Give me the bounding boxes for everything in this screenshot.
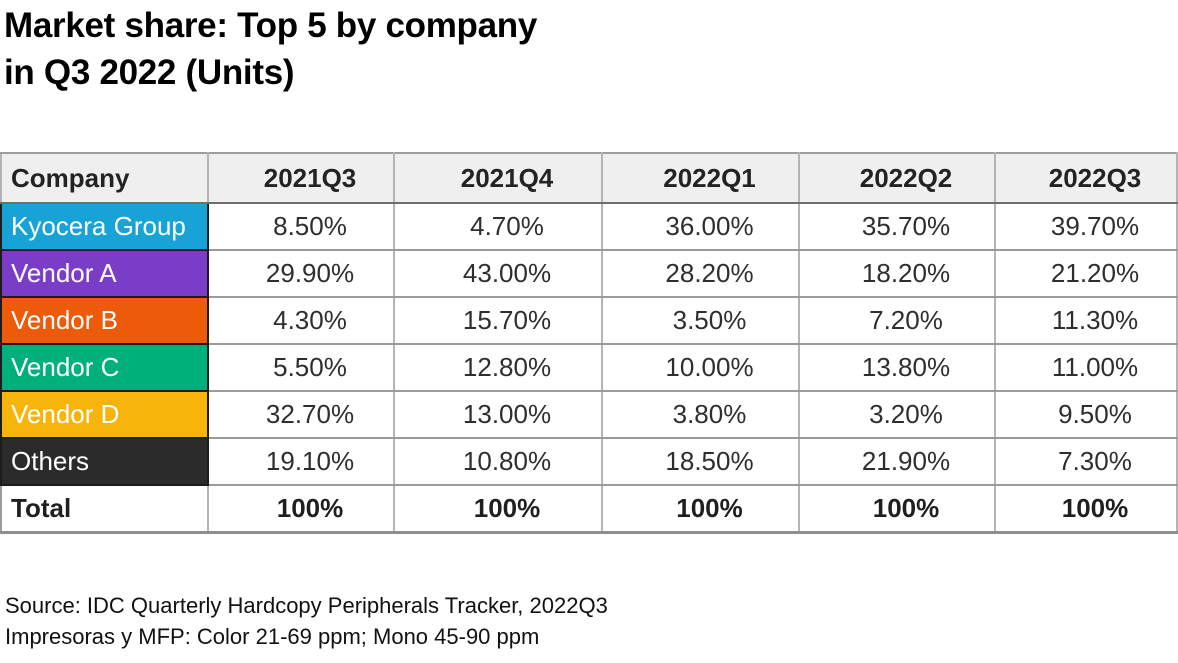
value-cell: 3.80% [601,390,800,439]
value-cell: 4.70% [393,202,603,251]
vendor-chip: Others [0,437,209,486]
column-header-2021q4: 2021Q4 [393,152,603,204]
column-header-2021q3: 2021Q3 [207,152,395,204]
vendor-row-3: Vendor C 5.50% 12.80% 10.00% 13.80% 11.00% [0,343,1178,392]
market-share-table: Company 2021Q3 2021Q4 2022Q1 2022Q2 2022Q3 Ky… [0,152,1178,534]
value-cell: 43.00% [393,249,603,298]
value-cell: 3.20% [798,390,996,439]
value-cell: 19.10% [207,437,395,486]
vendor-chip: Kyocera Group [0,202,209,251]
total-value-cell: 100% [798,484,996,533]
column-header-2022q1: 2022Q1 [601,152,800,204]
value-cell: 18.50% [601,437,800,486]
footer-spec-line: Impresoras y MFP: Color 21-69 ppm; Mono … [5,624,540,649]
total-value-cell: 100% [994,484,1178,533]
total-value-cell: 100% [393,484,603,533]
value-cell: 7.20% [798,296,996,345]
value-cell: 28.20% [601,249,800,298]
value-cell: 5.50% [207,343,395,392]
page-title: Market share: Top 5 by company in Q3 202… [4,2,537,96]
total-label: Total [0,484,209,532]
value-cell: 21.20% [994,249,1178,298]
value-cell: 36.00% [601,202,800,251]
vendor-row-2: Vendor B 4.30% 15.70% 3.50% 7.20% 11.30% [0,296,1178,345]
value-cell: 4.30% [207,296,395,345]
column-header-company: Company [0,152,209,204]
table-body: Kyocera Group 8.50% 4.70% 36.00% 35.70% 39.70… [0,202,1178,486]
vendor-row-4: Vendor D 32.70% 13.00% 3.80% 3.20% 9.50% [0,390,1178,439]
table-header: Company 2021Q3 2021Q4 2022Q1 2022Q2 2022Q3 [0,152,1178,204]
vendor-chip: Vendor A [0,249,209,298]
vendor-row-1: Vendor A 29.90% 43.00% 28.20% 18.20% 21.20% [0,249,1178,298]
vendor-chip: Vendor B [0,296,209,345]
value-cell: 32.70% [207,390,395,439]
value-cell: 39.70% [994,202,1178,251]
column-header-2022q2: 2022Q2 [798,152,996,204]
value-cell: 3.50% [601,296,800,345]
value-cell: 7.30% [994,437,1178,486]
total-value-cell: 100% [207,484,395,533]
vendor-chip: Vendor D [0,390,209,439]
value-cell: 29.90% [207,249,395,298]
total-row: Total 100% 100% 100% 100% 100% [0,484,1178,533]
vendor-chip: Vendor C [0,343,209,392]
vendor-row-5: Others 19.10% 10.80% 18.50% 21.90% 7.30% [0,437,1178,486]
value-cell: 10.80% [393,437,603,486]
source-note: Source: IDC Quarterly Hardcopy Periphera… [5,590,608,652]
value-cell: 12.80% [393,343,603,392]
value-cell: 11.30% [994,296,1178,345]
value-cell: 15.70% [393,296,603,345]
value-cell: 13.00% [393,390,603,439]
title-line-1: Market share: Top 5 by company [4,6,538,45]
vendor-row-0: Kyocera Group 8.50% 4.70% 36.00% 35.70% 39.70… [0,202,1178,251]
value-cell: 13.80% [798,343,996,392]
value-cell: 18.20% [798,249,996,298]
table-header-row: Company 2021Q3 2021Q4 2022Q1 2022Q2 2022Q3 [0,152,1178,204]
title-line-2: in Q3 2022 (Units) [4,53,295,92]
value-cell: 11.00% [994,343,1178,392]
table-footer: Total 100% 100% 100% 100% 100% [0,484,1178,533]
value-cell: 35.70% [798,202,996,251]
column-header-2022q3: 2022Q3 [994,152,1178,204]
footer-source-line: Source: IDC Quarterly Hardcopy Periphera… [5,593,608,618]
value-cell: 9.50% [994,390,1178,439]
total-value-cell: 100% [601,484,800,533]
value-cell: 8.50% [207,202,395,251]
value-cell: 10.00% [601,343,800,392]
value-cell: 21.90% [798,437,996,486]
